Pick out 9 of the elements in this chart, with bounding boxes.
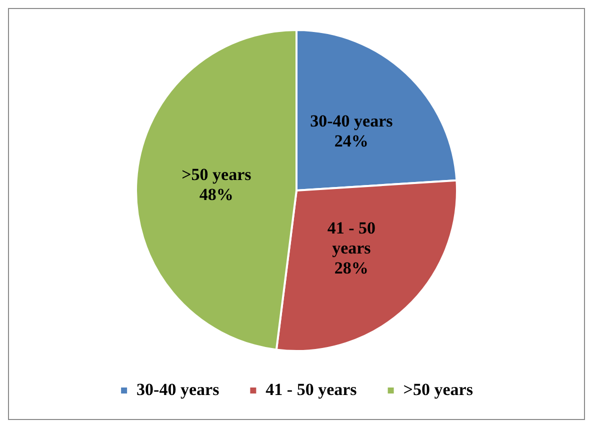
data-label: 28% — [334, 258, 368, 278]
legend-label: 30-40 years — [136, 380, 220, 399]
slice-label: 30-40 years — [310, 111, 394, 130]
legend-label: >50 years — [403, 380, 474, 399]
data-label: 48% — [199, 184, 234, 204]
slice-label: >50 years — [182, 164, 252, 184]
data-label: 24% — [334, 131, 368, 150]
legend-label: 41 - 50 years — [266, 380, 358, 399]
slice-label: 41 - 50 years — [327, 218, 376, 258]
